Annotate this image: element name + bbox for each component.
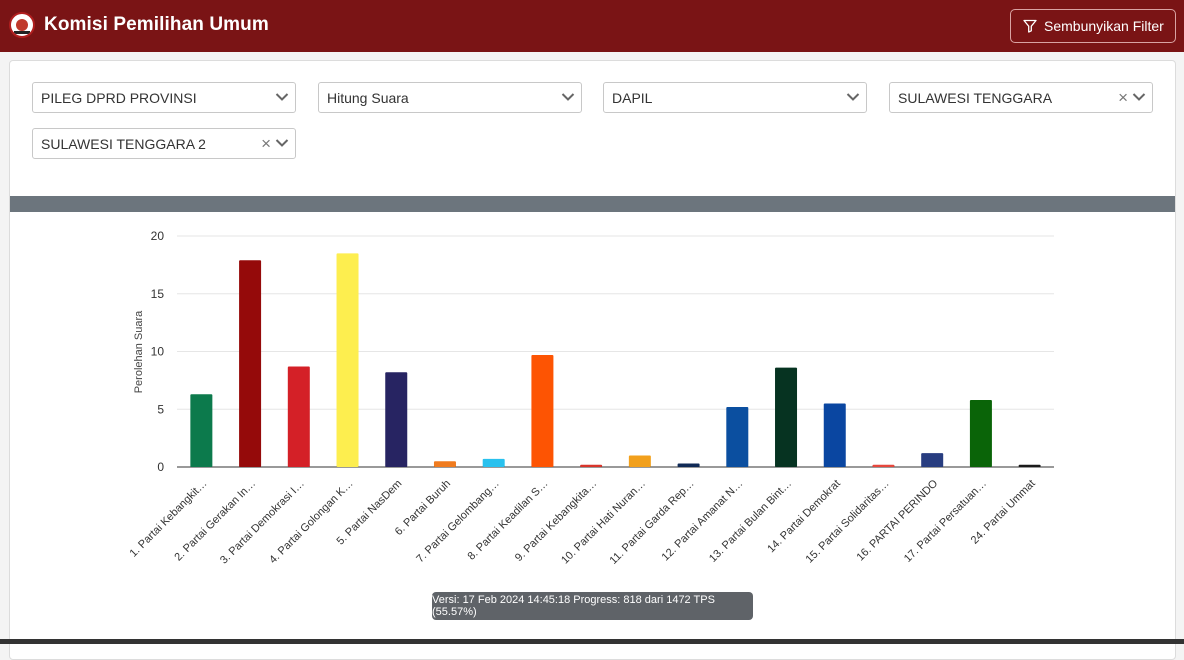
- brand-title[interactable]: Komisi Pemilihan Umum: [44, 14, 269, 35]
- dapil-select[interactable]: SULAWESI TENGGARA 2 ×: [32, 128, 296, 159]
- kpu-logo-icon: [9, 12, 35, 38]
- province-select[interactable]: SULAWESI TENGGARA ×: [889, 82, 1153, 113]
- count-type-value: Hitung Suara: [327, 89, 409, 106]
- chevron-down-icon: [561, 93, 575, 101]
- content-panel: [9, 60, 1176, 660]
- count-type-select[interactable]: Hitung Suara: [318, 82, 582, 113]
- election-type-select[interactable]: PILEG DPRD PROVINSI: [32, 82, 296, 113]
- clear-icon[interactable]: ×: [1118, 88, 1128, 107]
- chevron-down-icon: [846, 93, 860, 101]
- election-type-value: PILEG DPRD PROVINSI: [41, 89, 197, 106]
- dapil-value: SULAWESI TENGGARA 2: [41, 135, 206, 152]
- chevron-down-icon: [275, 139, 289, 147]
- top-navbar: Komisi Pemilihan Umum Sembunyikan Filter: [0, 0, 1184, 52]
- region-level-value: DAPIL: [612, 89, 653, 106]
- chevron-down-icon: [275, 93, 289, 101]
- filter-icon: [1023, 19, 1037, 33]
- hide-filter-label: Sembunyikan Filter: [1044, 18, 1164, 34]
- hide-filter-button[interactable]: Sembunyikan Filter: [1010, 9, 1176, 43]
- version-progress-badge: Versi: 17 Feb 2024 14:45:18 Progress: 81…: [432, 592, 753, 620]
- region-level-select[interactable]: DAPIL: [603, 82, 867, 113]
- chevron-down-icon: [1132, 93, 1146, 101]
- chart-header-bar: [10, 196, 1175, 212]
- bottom-strip: [0, 639, 1184, 644]
- province-value: SULAWESI TENGGARA: [898, 89, 1053, 106]
- clear-icon[interactable]: ×: [261, 134, 271, 153]
